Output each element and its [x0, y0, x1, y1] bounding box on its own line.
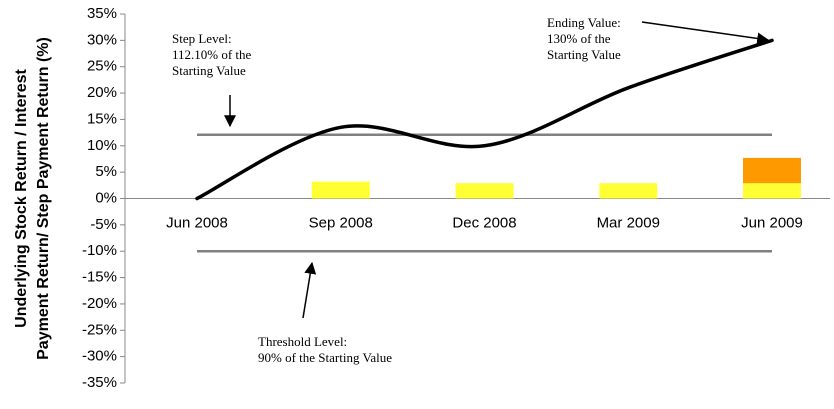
arrow [641, 21, 770, 45]
annotation: Starting Value [172, 63, 246, 78]
annotation: Threshold Level: [258, 334, 347, 349]
y-tick-label: -35% [82, 374, 117, 391]
y-axis-label: Payment Return/ Step Payment Return (%) [35, 37, 52, 360]
y-tick-label: 35% [87, 5, 117, 22]
x-tick-label: Jun 2008 [166, 214, 228, 231]
annotation: Starting Value [547, 47, 621, 62]
y-tick-label: 30% [87, 31, 117, 48]
y-tick-label: -25% [82, 321, 117, 338]
arrow [302, 261, 317, 319]
y-tick-label: -30% [82, 348, 117, 365]
annotation: Step Level: [172, 31, 232, 46]
y-tick-label: -10% [82, 242, 117, 259]
line-series [195, 38, 774, 201]
y-tick-label: 10% [87, 137, 117, 154]
bar [743, 157, 801, 184]
bar [455, 183, 514, 199]
y-tick-label: -15% [82, 269, 117, 286]
x-tick-label: Jun 2009 [741, 214, 803, 231]
y-axis-label: Underlying Stock Return / Interest [13, 68, 30, 327]
y-tick-label: 20% [87, 84, 117, 101]
x-tick-label: Dec 2008 [452, 214, 516, 231]
annotation: 90% of the Starting Value [258, 350, 392, 365]
y-tick-label: 0% [95, 189, 117, 206]
bar [743, 183, 801, 199]
annotation: 130% of the [547, 31, 611, 46]
y-tick-label: 5% [95, 163, 117, 180]
y-tick-label: 25% [87, 58, 117, 75]
y-tick-label: -5% [90, 216, 117, 233]
bar [599, 183, 658, 199]
annotation: 112.10% of the [172, 47, 252, 62]
arrows [224, 21, 770, 319]
x-tick-label: Sep 2008 [309, 214, 373, 231]
bar [311, 181, 370, 199]
annotation: Ending Value: [547, 15, 621, 30]
y-tick-label: 15% [87, 110, 117, 127]
x-tick-label: Mar 2009 [597, 214, 660, 231]
y-tick-label: -20% [82, 295, 117, 312]
